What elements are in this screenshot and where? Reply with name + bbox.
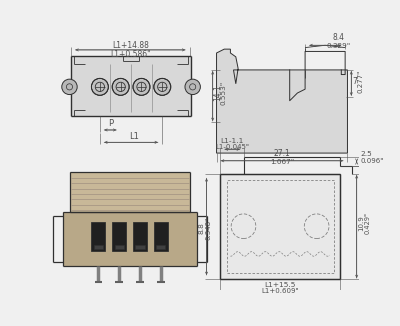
Text: L1+0.586": L1+0.586" xyxy=(110,50,151,59)
Text: 1.067": 1.067" xyxy=(270,158,294,165)
Bar xyxy=(133,222,147,251)
Circle shape xyxy=(154,78,171,95)
Polygon shape xyxy=(71,56,191,116)
Bar xyxy=(92,222,105,251)
Circle shape xyxy=(133,78,150,95)
Text: 0.348": 0.348" xyxy=(206,217,212,240)
Text: L1: L1 xyxy=(129,132,139,141)
Text: 0.553": 0.553" xyxy=(220,81,226,105)
Bar xyxy=(135,245,144,249)
Bar xyxy=(226,180,334,273)
Text: 7: 7 xyxy=(353,77,358,86)
Text: 0.429": 0.429" xyxy=(364,212,370,234)
Text: 8.4: 8.4 xyxy=(333,33,345,42)
Text: 10.9: 10.9 xyxy=(358,215,364,231)
Bar xyxy=(114,245,124,249)
Polygon shape xyxy=(220,174,340,279)
Text: 0.277": 0.277" xyxy=(358,70,364,93)
Circle shape xyxy=(112,78,129,95)
Text: 8.8: 8.8 xyxy=(199,223,205,234)
Polygon shape xyxy=(70,171,190,212)
Text: L1+15.5: L1+15.5 xyxy=(264,282,295,288)
Text: L1+14.88: L1+14.88 xyxy=(112,41,149,50)
Text: 27.1: 27.1 xyxy=(274,149,290,158)
Polygon shape xyxy=(216,49,348,153)
Text: 0.329": 0.329" xyxy=(327,43,351,49)
Circle shape xyxy=(62,79,77,95)
Text: L1+0.609": L1+0.609" xyxy=(261,288,298,294)
Text: 2.5: 2.5 xyxy=(360,151,372,157)
Bar xyxy=(154,222,168,251)
Bar xyxy=(112,222,126,251)
Bar xyxy=(156,245,165,249)
Text: L1-0.045": L1-0.045" xyxy=(215,144,249,150)
Circle shape xyxy=(92,78,108,95)
Bar xyxy=(94,245,103,249)
Text: L1-1.1: L1-1.1 xyxy=(220,138,244,144)
Circle shape xyxy=(185,79,200,95)
Text: 14.1: 14.1 xyxy=(213,85,222,101)
Text: P: P xyxy=(108,119,113,128)
Text: 0.096": 0.096" xyxy=(360,158,384,164)
Polygon shape xyxy=(62,212,197,266)
